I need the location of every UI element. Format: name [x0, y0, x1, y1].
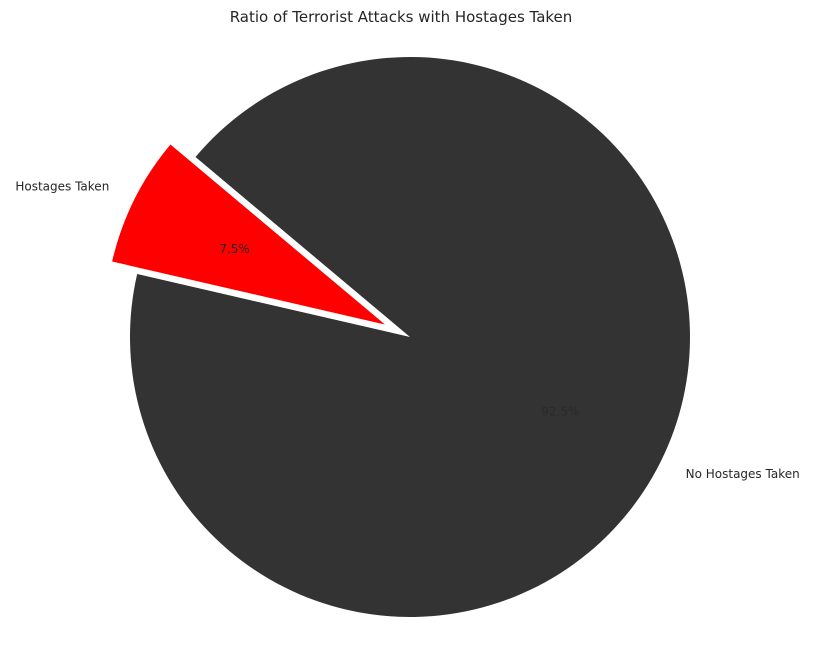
- slice-label-hostages-taken: Hostages Taken: [15, 180, 109, 194]
- slice-percent-hostages-taken: 7.5%: [219, 242, 250, 256]
- slice-percent-no-hostages-taken: 92.5%: [541, 404, 579, 418]
- slice-label-no-hostages-taken: No Hostages Taken: [686, 467, 800, 481]
- chart-title: Ratio of Terrorist Attacks with Hostages…: [229, 8, 573, 26]
- pie-slice-no-hostages-taken: [129, 56, 690, 618]
- pie-slice-hostages-taken: [112, 144, 385, 325]
